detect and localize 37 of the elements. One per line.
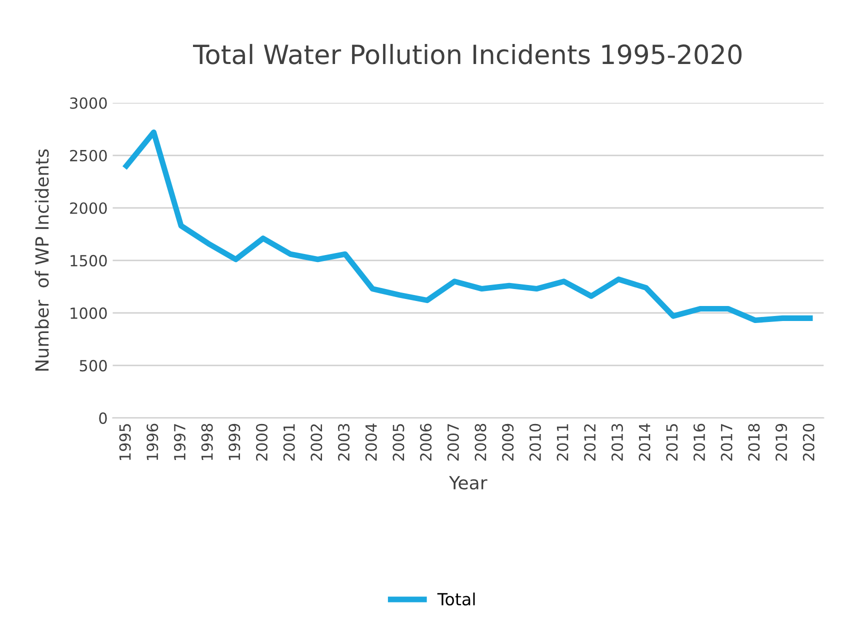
y-tick-label: 0 — [99, 412, 107, 424]
x-tick-label: 1995 — [119, 424, 131, 460]
x-tick-label: 2013 — [611, 424, 624, 461]
x-tick-label: 2011 — [556, 424, 568, 461]
x-tick-label: 2012 — [584, 424, 596, 461]
x-tick-label: 2004 — [365, 424, 377, 461]
legend-label: Total — [437, 592, 475, 606]
x-tick-label: 2017 — [720, 424, 732, 461]
y-axis-title: Number of WP Incidents — [34, 149, 49, 371]
y-tick-label: 500 — [80, 360, 107, 372]
y-tick-label: 2500 — [70, 150, 107, 162]
chart-title: Total Water Pollution Incidents 1995-2020 — [192, 44, 742, 64]
x-tick-label: 2005 — [392, 424, 404, 461]
x-tick-label: 2002 — [310, 424, 322, 461]
x-tick-label: 2016 — [693, 424, 706, 461]
x-tick-label: 1996 — [146, 424, 158, 460]
x-tick-label: 2007 — [447, 424, 459, 461]
x-tick-label: 2014 — [638, 424, 650, 461]
x-axis-title: Year — [449, 476, 488, 490]
y-tick-label: 3000 — [70, 97, 107, 109]
x-tick-label: 2008 — [474, 424, 486, 461]
x-tick-label: 1999 — [228, 424, 240, 460]
x-tick-label: 2010 — [529, 424, 541, 461]
y-tick-label: 1500 — [70, 254, 107, 266]
x-tick-label: 2000 — [256, 424, 268, 461]
x-tick-label: 1997 — [174, 424, 186, 460]
x-tick-label: 2006 — [420, 424, 432, 461]
x-tick-label: 2018 — [748, 424, 760, 461]
x-tick-label: 2001 — [283, 424, 295, 461]
x-tick-label: 2019 — [776, 424, 788, 461]
x-tick-label: 2020 — [802, 424, 814, 461]
y-tick-label: 2000 — [70, 202, 107, 214]
x-tick-label: 2009 — [502, 424, 514, 461]
x-tick-label: 1998 — [201, 424, 213, 460]
y-tick-label: 1000 — [70, 307, 107, 319]
x-tick-label: 2003 — [338, 424, 350, 461]
x-tick-label: 2015 — [666, 424, 678, 461]
